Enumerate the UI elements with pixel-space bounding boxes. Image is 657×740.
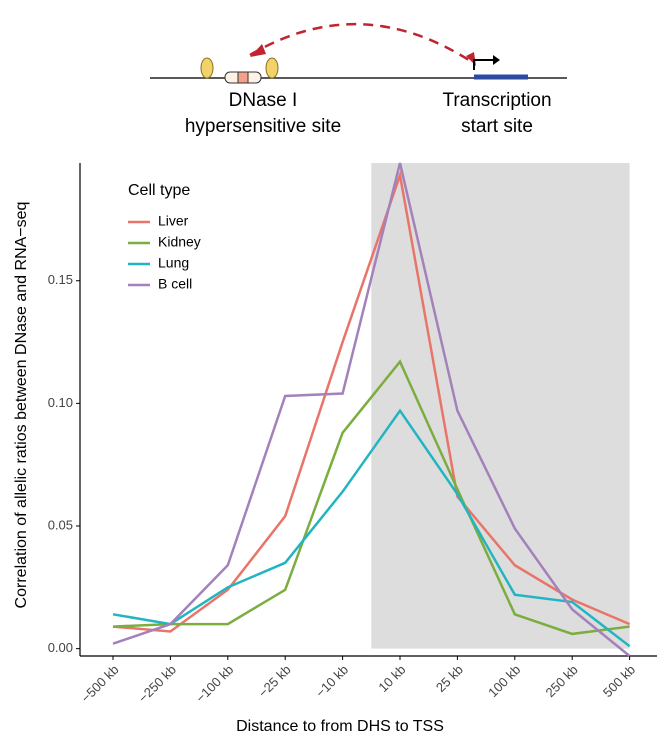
- y-tick-label: 0.10: [48, 395, 73, 410]
- dhs-core: [237, 71, 249, 84]
- nucleosome: [200, 57, 214, 79]
- legend-label: B cell: [158, 276, 192, 292]
- y-axis-title: Correlation of allelic ratios between DN…: [13, 202, 30, 609]
- series-line: [112, 359, 630, 636]
- nucleosome: [265, 57, 279, 79]
- x-axis-title: Distance to from DHS to TSS: [236, 718, 444, 735]
- series-line: [112, 408, 631, 648]
- plot: 0.00 0.05 0.10 0.15 −500 kb −250 kb −100 kb −25…: [48, 162, 657, 706]
- x-tick-label: 10 kb: [375, 662, 408, 695]
- x-tick-label: −100 kb: [193, 662, 237, 706]
- schematic: DNase I hypersensitive site Transcriptio…: [150, 23, 567, 137]
- series-line: [112, 170, 631, 633]
- x-tick-label: −500 kb: [78, 662, 122, 706]
- tss-arrow: [473, 59, 496, 70]
- x-tick-label: 500 kb: [600, 662, 638, 700]
- label: DNase I: [229, 90, 298, 111]
- y-tick-label: 0.05: [48, 517, 73, 532]
- legend-label: Kidney: [158, 234, 201, 250]
- x-tick-label: 250 kb: [543, 662, 581, 700]
- series-line: [112, 162, 631, 657]
- legend-label: Lung: [158, 255, 189, 271]
- legend-title: Cell type: [128, 182, 190, 199]
- label: hypersensitive site: [185, 116, 341, 137]
- arrow-arc: [249, 23, 473, 64]
- x-tick-label: 25 kb: [433, 662, 466, 695]
- x-tick-label: −10 kb: [313, 662, 351, 700]
- tss-arrow-head: [493, 55, 500, 65]
- x-tick-label: −25 kb: [255, 662, 293, 700]
- label: Transcription: [442, 90, 551, 111]
- x-tick-label: −250 kb: [135, 662, 179, 706]
- label: start site: [461, 116, 533, 137]
- arrow-head: [250, 44, 266, 57]
- y-tick-label: 0.15: [48, 272, 73, 287]
- x-tick-label: 100 kb: [485, 662, 523, 700]
- legend-label: Liver: [158, 213, 189, 229]
- y-tick-label: 0.00: [48, 640, 73, 655]
